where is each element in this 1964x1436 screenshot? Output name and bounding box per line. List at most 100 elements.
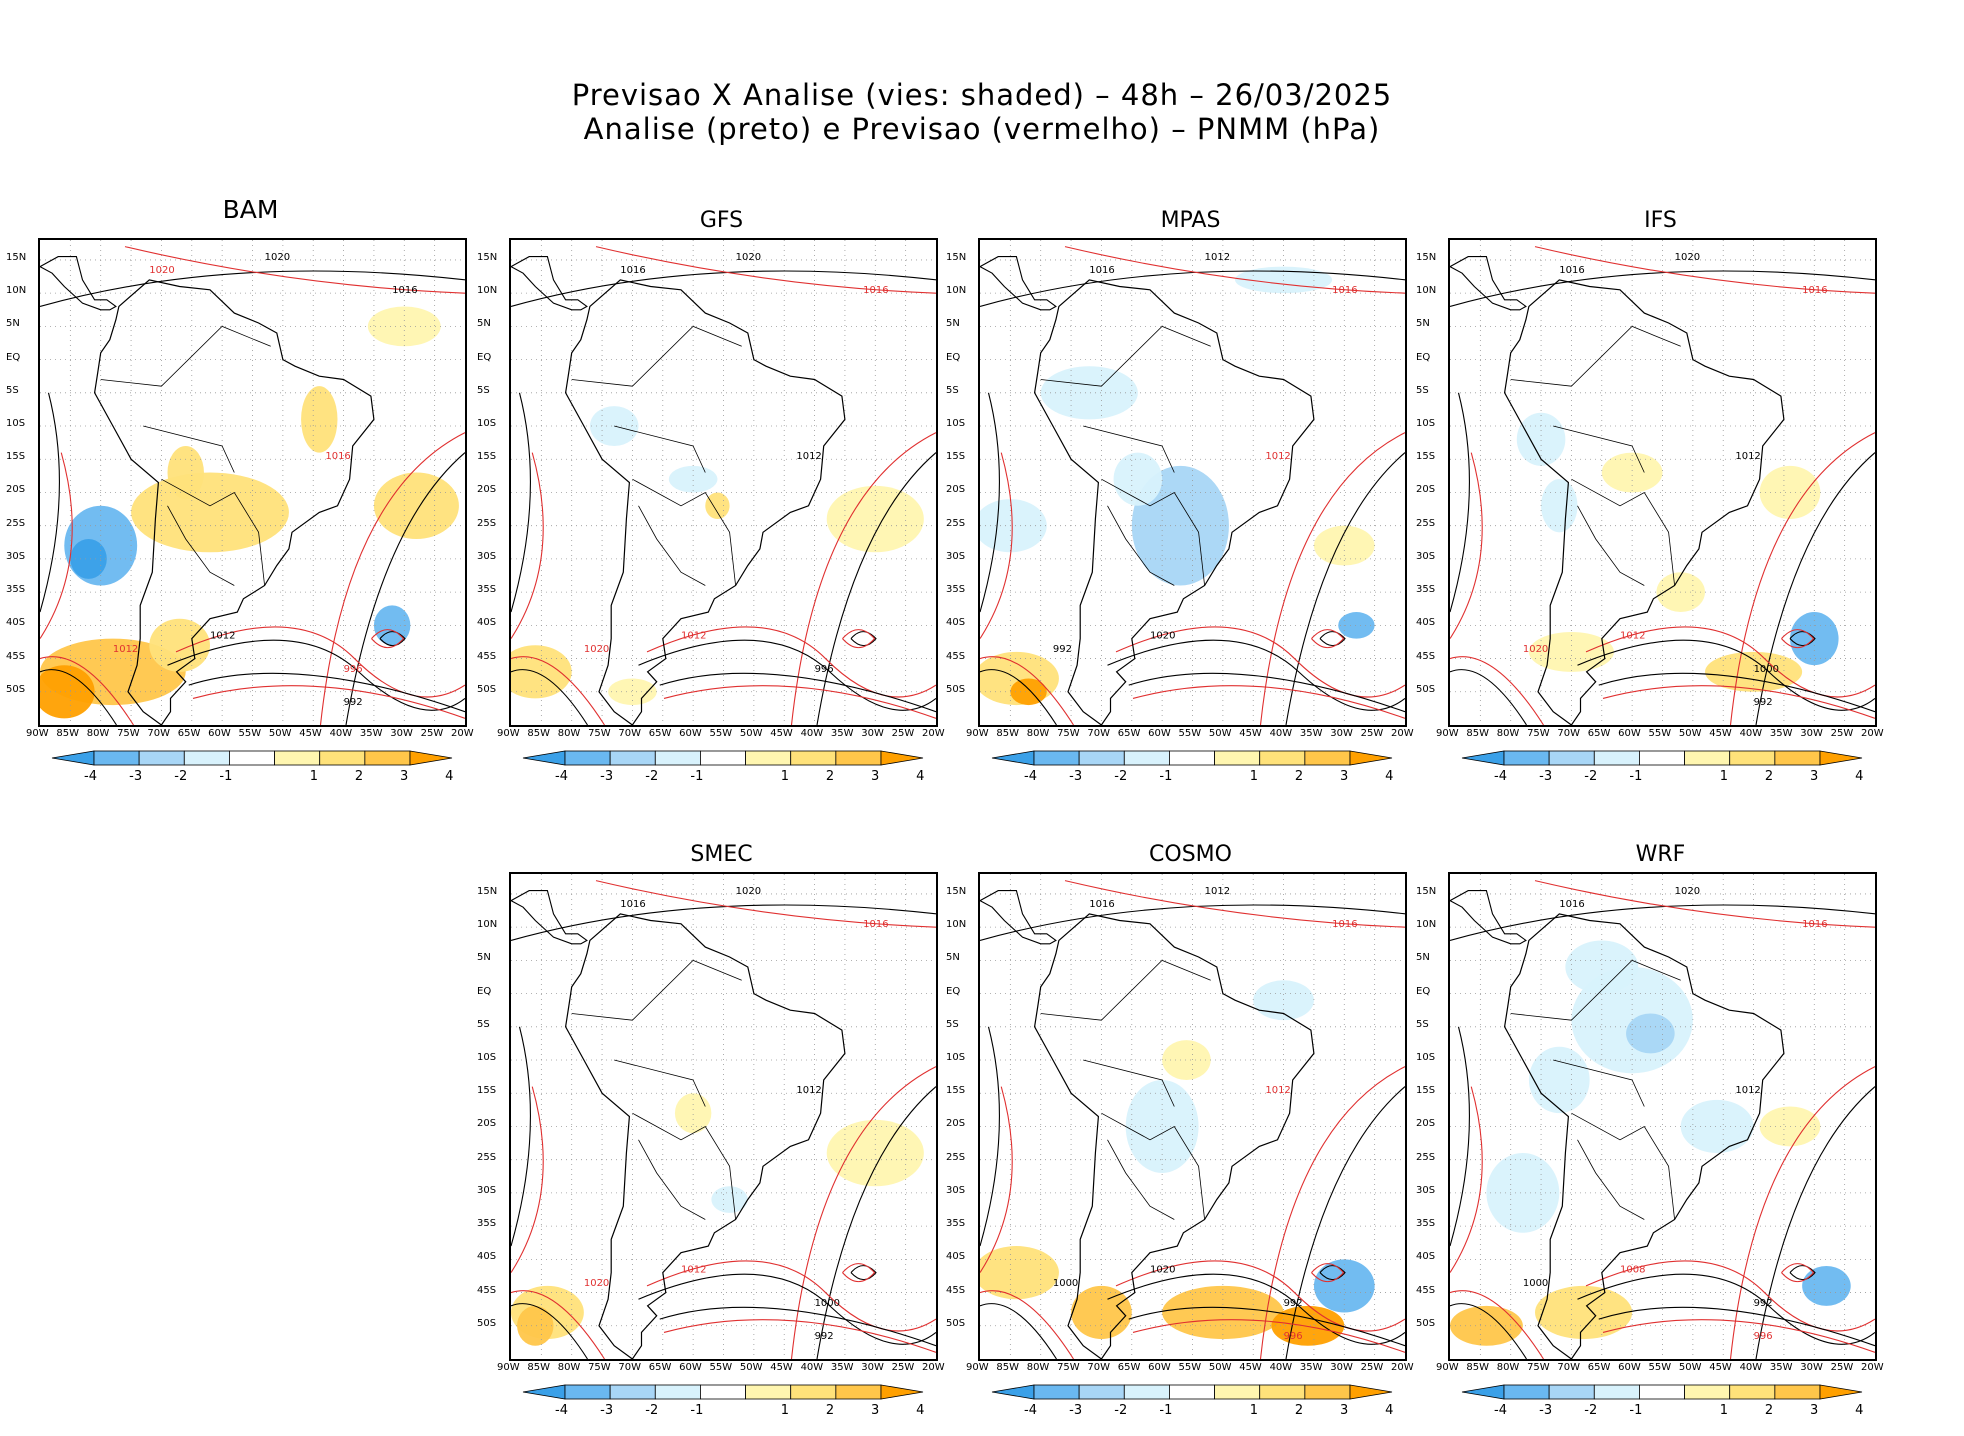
isobar-line <box>40 270 465 307</box>
colorbar-mpas: -4 -3 -2 -1 1 2 3 4 <box>990 749 1394 784</box>
lat-tick-label: 5S <box>477 384 490 396</box>
lat-tick-label: 5N <box>946 318 960 330</box>
colorbar-label: 2 <box>825 1403 835 1418</box>
bias-patch <box>668 465 718 493</box>
lon-tick-label: 55W <box>238 728 262 739</box>
isobar-line <box>1729 1066 1875 1359</box>
lat-tick-label: 15S <box>946 451 966 463</box>
isobar-label: 996 <box>1754 1331 1773 1342</box>
colorbar-swatch <box>991 750 1035 766</box>
isobar-label: 992 <box>344 697 363 708</box>
colorbar-label: -3 <box>600 769 614 784</box>
colorbar-svg <box>522 750 924 766</box>
isobar-label: 996 <box>344 664 363 675</box>
isobar-label: 992 <box>1284 1298 1303 1309</box>
country-border <box>1571 1112 1675 1220</box>
colorbar-swatch <box>51 750 95 766</box>
bias-patch <box>980 499 1047 553</box>
lat-tick-label: 45S <box>1416 1284 1436 1296</box>
colorbar-cosmo: -4 -3 -2 -1 1 2 3 4 <box>990 1383 1394 1418</box>
colorbar-swatch <box>1123 750 1170 766</box>
colorbar-swatch <box>700 750 746 766</box>
isobar-line <box>980 1026 1000 1247</box>
lon-tick-label: 50W <box>1678 728 1702 739</box>
lat-tick-label: 45S <box>477 650 497 662</box>
lon-tick-label: 20W <box>922 1362 945 1373</box>
lat-tick-label: 40S <box>946 617 966 629</box>
colorbar-swatch <box>1593 1384 1640 1400</box>
lon-tick-label: 50W <box>1208 728 1232 739</box>
isobar-line <box>850 631 877 647</box>
colorbar-swatch <box>1729 750 1776 766</box>
country-border <box>614 425 706 473</box>
colorbar-label: 1 <box>1249 769 1258 784</box>
isobar-label: 992 <box>815 1331 834 1342</box>
panel-title-wrf: WRF <box>1635 842 1686 867</box>
isobar-line <box>175 626 465 698</box>
isobar-label: 1012 <box>1735 1085 1760 1096</box>
lon-tick-label: 75W <box>1527 728 1550 739</box>
colorbar-swatch <box>1304 1384 1351 1400</box>
isobar-line <box>659 1306 936 1347</box>
country-border <box>143 425 235 473</box>
isobar-line <box>1450 452 1483 639</box>
map-svg-mpas: 1012 1016 1016 1012 1020 992 <box>980 240 1405 725</box>
panel-title-gfs: GFS <box>699 208 744 233</box>
lat-tick-label: 35S <box>6 584 26 596</box>
colorbar-swatch <box>1774 750 1821 766</box>
isobar-line <box>646 1260 936 1332</box>
bias-patch <box>1162 1285 1284 1340</box>
coastline-central-america <box>1450 256 1527 311</box>
lon-tick-label: 30W <box>1330 728 1353 739</box>
lat-tick-label: 20S <box>1416 1118 1436 1130</box>
colorbar-label: -4 <box>555 769 568 784</box>
lon-tick-label: 75W <box>588 1362 611 1373</box>
isobar-line <box>511 270 936 307</box>
lon-tick-label: 45W <box>1709 728 1732 739</box>
isobar-line <box>816 452 936 725</box>
lat-tick-label: 50S <box>6 683 26 695</box>
isobar-label: 1016 <box>1089 265 1114 276</box>
lon-tick-label: 80W <box>1026 1362 1050 1373</box>
colorbar-label: -1 <box>1159 769 1173 784</box>
colorbar-label: 2 <box>1764 769 1774 784</box>
isobar-line <box>511 1086 544 1273</box>
map-smec: 1020 1016 1016 1012 1012 1020 1000 992 <box>509 872 938 1361</box>
lat-tick-label: 20S <box>477 1118 497 1130</box>
isobar-line <box>1598 672 1875 713</box>
colorbar-swatch <box>564 750 611 766</box>
lon-tick-label: 40W <box>800 1362 824 1373</box>
lat-tick-label: 40S <box>1416 617 1436 629</box>
country-border <box>1107 1139 1175 1220</box>
panel-title-ifs: IFS <box>1644 208 1677 233</box>
lat-tick-label: 15N <box>1416 251 1437 263</box>
colorbar-label: 1 <box>780 1403 789 1418</box>
panel-title-smec: SMEC <box>690 842 753 867</box>
lat-tick-label: 5N <box>946 952 960 964</box>
colorbar-label: -1 <box>1629 769 1643 784</box>
isobar-line <box>40 392 60 613</box>
bias-patch <box>40 665 95 719</box>
lon-tick-label: 75W <box>588 728 611 739</box>
colorbar-swatch <box>1548 750 1595 766</box>
lon-tick-label: 40W <box>800 728 824 739</box>
isobar-label: 1016 <box>863 285 888 296</box>
colorbar-label: -4 <box>1024 1403 1037 1418</box>
lat-tick-label: 35S <box>477 584 497 596</box>
lat-tick-label: 10S <box>477 1052 497 1064</box>
lon-tick-label: 45W <box>770 1362 793 1373</box>
isobar-label: 1000 <box>1754 664 1779 675</box>
lat-tick-label: 20S <box>477 484 497 496</box>
colorbar-swatch <box>564 1384 611 1400</box>
isobar-line <box>1450 1290 1544 1359</box>
bias-patch <box>1626 1013 1675 1054</box>
colorbar-label: 2 <box>1294 1403 1304 1418</box>
lon-tick-label: 85W <box>996 728 1019 739</box>
lon-tick-label: 60W <box>1148 728 1171 739</box>
isobar-line <box>371 629 405 649</box>
bias-patch <box>1802 1265 1851 1306</box>
isobar-line <box>511 656 605 725</box>
map-svg-smec: 1020 1016 1016 1012 1012 1020 1000 992 <box>511 874 936 1359</box>
colorbar-label: -2 <box>174 769 188 784</box>
bias-patch <box>1253 980 1314 1021</box>
